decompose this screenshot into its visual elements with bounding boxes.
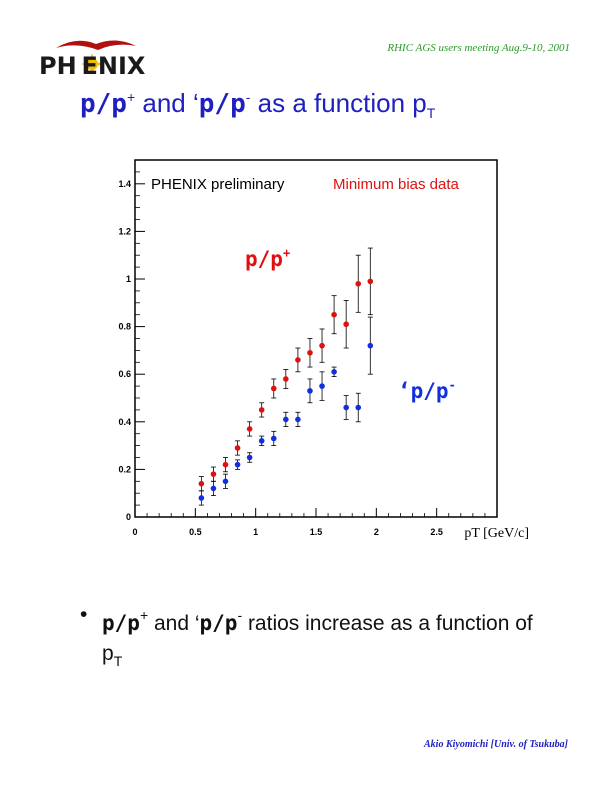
plot-frame (134, 159, 498, 518)
x-tick-label: 0 (132, 527, 137, 537)
blue-data-point (198, 495, 205, 501)
bullet-ratio-positive: p/p (102, 611, 140, 635)
red-data-point (343, 321, 349, 328)
blue-data-point (246, 454, 253, 461)
blue-data-point (222, 478, 229, 485)
red-data-point (258, 407, 265, 413)
title-function: as a function p (250, 88, 427, 118)
y-tick-label: 1.2 (118, 226, 131, 236)
y-tick-label: 1.4 (118, 179, 131, 189)
page-title: p/p+ and ‘p/p- as a function pT (80, 88, 435, 121)
y-tick-label: 0.4 (118, 417, 131, 427)
x-tick-label: 1 (253, 527, 258, 537)
blue-series-label: ‘p/p- (398, 378, 456, 403)
red-data-point (270, 385, 277, 392)
blue-data-point (331, 369, 337, 375)
annotation-preliminary: PHENIX preliminary (151, 176, 285, 193)
y-tick-label: 1 (126, 274, 131, 284)
red-data-point (222, 461, 229, 468)
title-sup-plus: + (126, 89, 136, 105)
phenix-logo: PH ENIX (36, 34, 156, 80)
blue-data-point (367, 342, 374, 349)
blue-data-point (295, 416, 301, 423)
blue-data-point (307, 388, 313, 394)
red-data-point (198, 480, 205, 487)
title-sup-minus: - (245, 89, 251, 105)
blue-data-point (343, 404, 349, 411)
bullet-sup-plus: + (139, 607, 149, 623)
sun-icon (81, 53, 103, 75)
x-tick-label: 2.5 (430, 527, 443, 537)
phoenix-bird-icon (56, 40, 136, 75)
bullet-text: p/p+ and ‘p/p- ratios increase as a func… (102, 600, 542, 676)
title-sub-t: T (426, 105, 436, 121)
bullet-sub-t: T (113, 653, 123, 669)
annotation-min-bias: Minimum bias data (333, 176, 460, 193)
red-data-point (234, 445, 241, 451)
author-footer: Akio Kiyomichi [Univ. of Tsukuba] (424, 739, 568, 750)
bullet-and: and ‘ (148, 612, 200, 635)
blue-data-point (270, 435, 277, 442)
x-tick-label: 0.5 (189, 527, 202, 537)
y-tick-label: 0.2 (118, 464, 131, 474)
y-tick-label: 0 (126, 512, 131, 522)
red-data-point (295, 357, 301, 363)
blue-data-point (355, 404, 362, 411)
meeting-info: RHIC AGS users meeting Aug.9-10, 2001 (387, 42, 570, 54)
blue-data-point (283, 416, 289, 423)
red-data-point (307, 349, 313, 356)
red-data-point (331, 311, 337, 318)
x-tick-label: 2 (374, 527, 379, 537)
red-data-point (246, 426, 253, 432)
red-data-point (319, 342, 325, 349)
blue-series-label-sup: - (449, 378, 456, 392)
x-tick-label: 1.5 (310, 527, 323, 537)
bullet-sup-minus: - (237, 607, 243, 623)
logo-text: PH ENIX (39, 52, 146, 80)
red-series-label: p/p+ (245, 246, 290, 271)
title-and: and ‘ (135, 88, 199, 118)
red-data-point (210, 471, 217, 477)
bullet-rest: ratios increase as a function of p (102, 612, 533, 665)
red-series-label-sup: + (283, 246, 290, 260)
red-data-point (367, 278, 374, 285)
blue-data-point (258, 438, 265, 444)
blue-data-point (319, 383, 325, 389)
blue-data-point (234, 461, 241, 468)
ratio-scatter-chart: 0 0.5 1 1.5 2 2.5 0 0.2 0.4 0.6 0.8 1 1.2 1.4 pT [GeV/… (118, 159, 529, 541)
bullet-dot: • (80, 603, 88, 626)
bullet-ratio-negative: p/p (199, 611, 238, 635)
red-data-point (355, 280, 362, 287)
title-ratio-positive: p/p (80, 89, 127, 119)
title-ratio-negative: p/p (198, 89, 246, 119)
x-axis-label: pT [GeV/c] (464, 526, 529, 541)
red-data-point (283, 376, 289, 382)
y-tick-label: 0.6 (118, 369, 131, 379)
blue-data-point (210, 485, 217, 492)
y-tick-label: 0.8 (118, 322, 131, 332)
